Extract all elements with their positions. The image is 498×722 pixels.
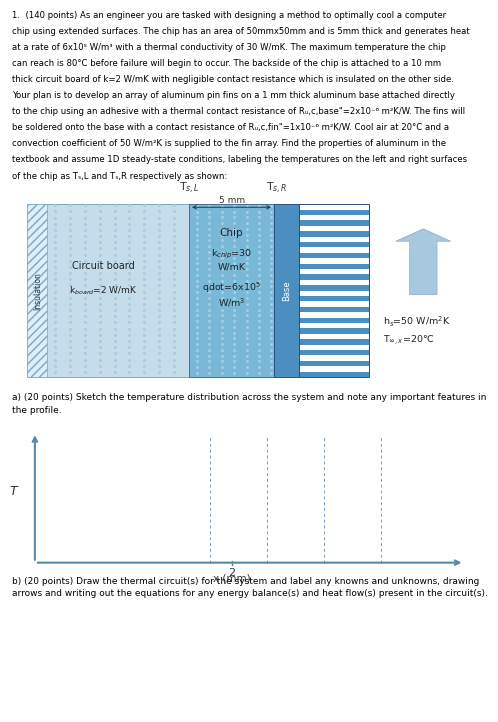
Bar	[299, 296, 369, 301]
Bar	[27, 204, 47, 377]
Text: chip using extended surfaces. The chip has an area of 50mmx50mm and is 5mm thick: chip using extended surfaces. The chip h…	[12, 27, 470, 36]
Text: 2: 2	[229, 568, 236, 578]
Text: Base: Base	[282, 280, 291, 301]
Bar	[299, 231, 369, 237]
Bar	[189, 204, 274, 377]
Bar	[299, 274, 369, 280]
Text: a) (20 points) Sketch the temperature distribution across the system and note an: a) (20 points) Sketch the temperature di…	[12, 393, 487, 415]
Text: at a rate of 6x10⁵ W/m³ with a thermal conductivity of 30 W/mK. The maximum temp: at a rate of 6x10⁵ W/m³ with a thermal c…	[12, 43, 446, 52]
Text: k$_{chip}$=30
W/mK: k$_{chip}$=30 W/mK	[211, 248, 252, 271]
Text: T$_{s,L}$: T$_{s,L}$	[179, 180, 200, 196]
Bar	[299, 318, 369, 323]
Text: T: T	[9, 484, 17, 498]
Bar	[299, 361, 369, 366]
Text: 5 mm: 5 mm	[219, 196, 245, 205]
Bar	[299, 285, 369, 290]
Text: textbook and assume 1D steady-state conditions, labeling the temperatures on the: textbook and assume 1D steady-state cond…	[12, 155, 468, 165]
Text: of the chip as Tₛ,L and Tₛ,R respectively as shown:: of the chip as Tₛ,L and Tₛ,R respectivel…	[12, 172, 228, 180]
Text: T$_{s,R}$: T$_{s,R}$	[265, 180, 287, 196]
Bar	[299, 372, 369, 377]
Text: h$_{s}$=50 W/m$^{2}$K: h$_{s}$=50 W/m$^{2}$K	[383, 314, 451, 329]
Bar	[299, 329, 369, 334]
Text: be soldered onto the base with a contact resistance of Rᵤ,c,fin"=1x10⁻⁶ m²K/W. C: be soldered onto the base with a contact…	[12, 123, 450, 132]
Bar	[299, 307, 369, 312]
Bar	[299, 350, 369, 355]
Bar	[299, 220, 369, 226]
Text: 1.  (140 points) As an engineer you are tasked with designing a method to optima: 1. (140 points) As an engineer you are t…	[12, 11, 447, 19]
FancyArrow shape	[396, 229, 451, 295]
Text: can reach is 80°C before failure will begin to occur. The backside of the chip i: can reach is 80°C before failure will be…	[12, 59, 442, 68]
Bar	[274, 204, 299, 377]
Bar	[299, 339, 369, 344]
Text: thick circuit board of k=2 W/mK with negligible contact resistance which is insu: thick circuit board of k=2 W/mK with neg…	[12, 75, 454, 84]
Bar	[299, 204, 369, 377]
Bar	[299, 209, 369, 215]
Text: qdot=6x10$^{5}$
W/m$^{3}$: qdot=6x10$^{5}$ W/m$^{3}$	[202, 280, 261, 309]
Bar	[299, 253, 369, 258]
Text: Chip: Chip	[220, 228, 244, 238]
Bar	[27, 204, 189, 377]
Text: T$_{\infty,x}$=20°C: T$_{\infty,x}$=20°C	[383, 333, 435, 347]
Text: x (mm): x (mm)	[213, 573, 251, 583]
Bar	[0, 188, 27, 393]
Text: to the chip using an adhesive with a thermal contact resistance of Rᵤ,c,base"=2x: to the chip using an adhesive with a the…	[12, 108, 466, 116]
Text: k$_{board}$=2 W/mK: k$_{board}$=2 W/mK	[69, 284, 137, 297]
Text: Your plan is to develop an array of aluminum pin fins on a 1 mm thick aluminum b: Your plan is to develop an array of alum…	[12, 91, 455, 100]
Text: convection coefficient of 50 W/m²K is supplied to the fin array. Find the proper: convection coefficient of 50 W/m²K is su…	[12, 139, 446, 149]
Bar	[299, 264, 369, 269]
Text: b) (20 points) Draw the thermal circuit(s) for the system and label any knowns a: b) (20 points) Draw the thermal circuit(…	[12, 576, 489, 598]
Text: Insulation: Insulation	[33, 271, 42, 310]
Text: Circuit board: Circuit board	[72, 261, 134, 271]
Bar	[299, 242, 369, 248]
